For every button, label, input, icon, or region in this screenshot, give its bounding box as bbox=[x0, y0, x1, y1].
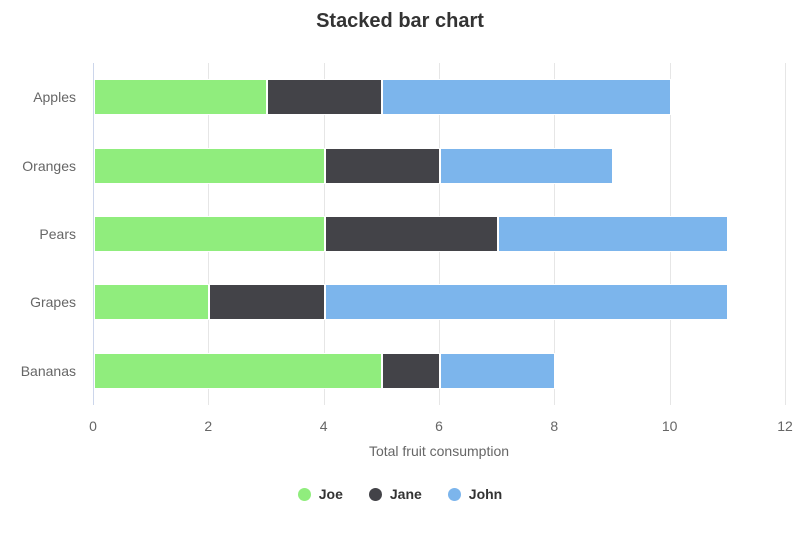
legend: Joe Jane John bbox=[0, 486, 800, 502]
bar-segment-joe-apples[interactable] bbox=[94, 79, 267, 116]
legend-item-john[interactable]: John bbox=[447, 486, 503, 502]
legend-item-joe[interactable]: Joe bbox=[297, 486, 343, 502]
bar-segment-jane-oranges[interactable] bbox=[324, 147, 440, 184]
legend-item-jane[interactable]: Jane bbox=[368, 486, 422, 502]
bar-row bbox=[94, 147, 613, 184]
bar-row bbox=[94, 352, 556, 389]
bar-row bbox=[94, 216, 729, 252]
bar-segment-jane-apples[interactable] bbox=[267, 79, 383, 116]
bar-segment-jane-grapes[interactable] bbox=[209, 284, 325, 321]
legend-label: Jane bbox=[389, 486, 422, 502]
bar-segment-jane-pears[interactable] bbox=[324, 216, 498, 252]
legend-marker-icon bbox=[368, 487, 382, 501]
x-axis-title: Total fruit consumption bbox=[368, 443, 510, 459]
legend-label: Joe bbox=[318, 486, 343, 502]
chart-title: Stacked bar chart bbox=[316, 10, 484, 32]
category-label: Bananas bbox=[20, 362, 76, 379]
plot-area bbox=[93, 63, 786, 405]
bar-segment-joe-bananas[interactable] bbox=[94, 352, 383, 389]
category-label: Grapes bbox=[30, 294, 76, 311]
legend-label: John bbox=[468, 486, 503, 502]
x-tick-label: 8 bbox=[550, 418, 559, 434]
gridline bbox=[785, 63, 786, 405]
bar-row bbox=[94, 284, 729, 321]
category-label: Apples bbox=[33, 89, 76, 106]
bar-segment-joe-grapes[interactable] bbox=[94, 284, 210, 321]
bar-segment-john-pears[interactable] bbox=[497, 216, 729, 252]
bar-segment-joe-oranges[interactable] bbox=[94, 147, 325, 184]
bar-segment-john-bananas[interactable] bbox=[439, 352, 556, 389]
bar-segment-jane-bananas[interactable] bbox=[382, 352, 440, 389]
x-tick-label: 6 bbox=[435, 418, 443, 434]
bar-segment-john-oranges[interactable] bbox=[439, 147, 613, 184]
x-tick-label: 0 bbox=[89, 418, 97, 434]
x-tick-label: 4 bbox=[319, 418, 328, 434]
x-tick-label: 2 bbox=[204, 418, 213, 434]
category-label: Oranges bbox=[22, 157, 76, 174]
bar-segment-john-apples[interactable] bbox=[382, 79, 671, 116]
x-tick-label: 12 bbox=[777, 418, 793, 434]
category-axis-line bbox=[93, 63, 94, 405]
bar-row bbox=[94, 79, 671, 116]
bar-segment-john-grapes[interactable] bbox=[324, 284, 729, 321]
bar-segment-joe-pears[interactable] bbox=[94, 216, 325, 252]
legend-marker-icon bbox=[297, 487, 311, 501]
legend-marker-icon bbox=[447, 487, 461, 501]
category-label: Pears bbox=[39, 226, 76, 242]
x-tick-label: 10 bbox=[661, 418, 678, 434]
